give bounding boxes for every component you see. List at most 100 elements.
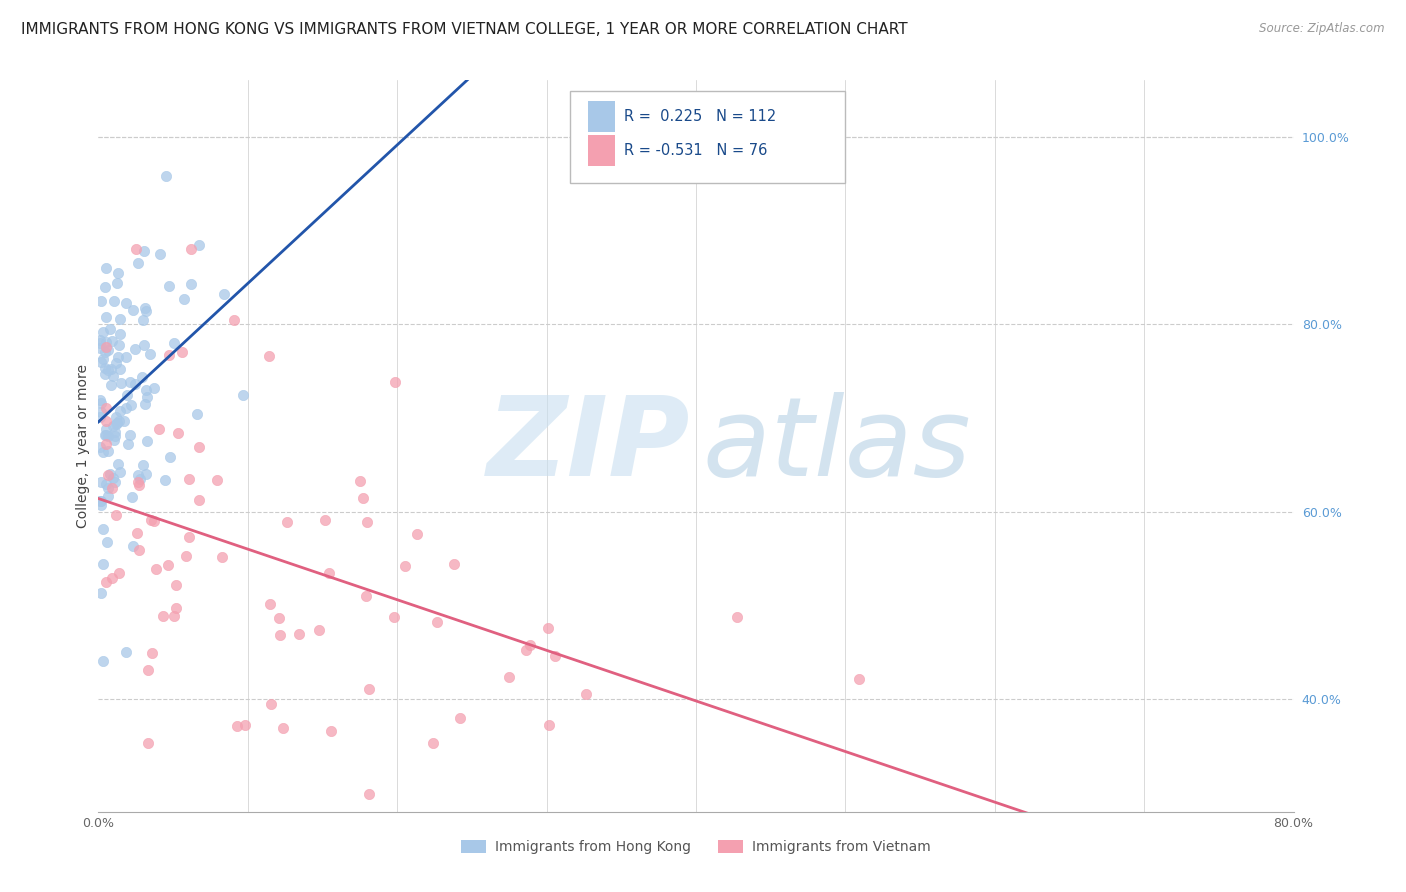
Point <box>107 416 129 430</box>
Point <box>443 558 465 572</box>
Point <box>136 663 159 677</box>
Point <box>124 377 146 392</box>
Point <box>89 493 111 508</box>
Point <box>117 436 139 450</box>
Point <box>110 376 132 391</box>
Point <box>97 428 120 442</box>
FancyBboxPatch shape <box>571 91 845 183</box>
Point <box>101 334 124 348</box>
Point <box>104 475 127 489</box>
Point <box>90 498 112 512</box>
Point <box>449 711 471 725</box>
Point <box>104 429 127 443</box>
Point <box>90 475 112 489</box>
Point <box>93 344 115 359</box>
Point <box>148 422 170 436</box>
Point <box>115 388 138 402</box>
Point <box>94 414 117 428</box>
Point <box>90 493 112 508</box>
Point <box>121 303 143 318</box>
Point <box>139 513 162 527</box>
Point <box>108 362 131 376</box>
Point <box>163 336 186 351</box>
Point <box>96 534 118 549</box>
Point <box>115 296 138 310</box>
Point <box>90 586 112 600</box>
Point <box>93 428 115 442</box>
Point <box>145 562 167 576</box>
Point <box>394 558 416 573</box>
Point <box>212 287 235 301</box>
Point <box>90 354 112 368</box>
Point <box>98 467 121 481</box>
Point <box>132 244 155 258</box>
Point <box>120 428 142 442</box>
Point <box>121 539 143 553</box>
Point <box>537 621 560 635</box>
Point <box>128 478 150 492</box>
Point <box>143 514 166 528</box>
Point <box>103 434 125 448</box>
Point <box>107 350 129 364</box>
Point <box>211 550 233 565</box>
Point <box>159 279 181 293</box>
Point <box>259 597 281 611</box>
Point <box>233 718 256 732</box>
Point <box>519 638 541 652</box>
Point <box>538 718 561 732</box>
Point <box>98 321 121 335</box>
Point <box>100 481 122 495</box>
Point <box>318 566 340 580</box>
Point <box>180 277 202 291</box>
Point <box>165 578 187 592</box>
Point <box>205 474 228 488</box>
Point <box>94 280 117 294</box>
Point <box>105 276 128 290</box>
Point <box>94 340 117 354</box>
Point <box>118 375 141 389</box>
Point <box>97 343 120 358</box>
Point <box>107 458 129 472</box>
Point <box>149 246 172 260</box>
Text: IMMIGRANTS FROM HONG KONG VS IMMIGRANTS FROM VIETNAM COLLEGE, 1 YEAR OR MORE COR: IMMIGRANTS FROM HONG KONG VS IMMIGRANTS … <box>21 22 908 37</box>
Point <box>179 530 201 544</box>
Point <box>308 623 330 637</box>
Point <box>155 169 177 183</box>
Text: Source: ZipAtlas.com: Source: ZipAtlas.com <box>1260 22 1385 36</box>
Point <box>91 444 114 458</box>
Point <box>97 468 120 483</box>
Point <box>89 410 111 425</box>
Point <box>94 428 117 442</box>
Point <box>94 437 117 451</box>
Point <box>157 558 180 573</box>
Point <box>170 344 193 359</box>
Point <box>104 508 127 523</box>
Point <box>159 450 181 465</box>
Point <box>848 672 870 686</box>
Point <box>173 293 195 307</box>
Point <box>108 326 131 341</box>
Point <box>115 401 138 415</box>
Point <box>89 341 111 355</box>
Point <box>544 648 567 663</box>
Point <box>115 350 138 364</box>
Point <box>165 601 187 615</box>
Point <box>91 523 114 537</box>
Point <box>135 434 157 448</box>
Point <box>125 525 148 540</box>
Point <box>89 392 111 407</box>
Point <box>105 417 128 431</box>
Point <box>94 401 117 415</box>
Point <box>134 397 156 411</box>
Point <box>135 383 157 397</box>
Point <box>104 356 127 370</box>
Point <box>359 787 381 801</box>
Point <box>89 440 111 454</box>
Point <box>128 543 150 558</box>
Point <box>121 490 143 504</box>
Point <box>352 491 374 506</box>
Point <box>91 352 114 367</box>
Bar <box>589 102 614 132</box>
Point <box>498 669 520 683</box>
Bar <box>589 135 614 166</box>
